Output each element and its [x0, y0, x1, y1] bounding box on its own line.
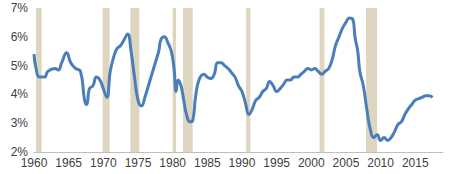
svg-text:1990: 1990: [229, 156, 256, 170]
svg-text:1975: 1975: [125, 156, 152, 170]
svg-text:5%: 5%: [11, 59, 29, 73]
svg-text:1985: 1985: [194, 156, 221, 170]
svg-text:7%: 7%: [11, 1, 29, 15]
svg-text:1980: 1980: [159, 156, 186, 170]
svg-text:2%: 2%: [10, 145, 28, 159]
svg-text:4%: 4%: [11, 87, 29, 101]
svg-text:1970: 1970: [90, 156, 117, 170]
svg-text:1960: 1960: [21, 156, 48, 170]
svg-text:6%: 6%: [11, 30, 29, 44]
svg-text:1995: 1995: [263, 156, 290, 170]
svg-text:2005: 2005: [333, 156, 360, 170]
svg-text:2000: 2000: [298, 156, 325, 170]
svg-text:3%: 3%: [11, 116, 29, 130]
svg-text:2010: 2010: [367, 156, 394, 170]
svg-text:1965: 1965: [55, 156, 82, 170]
svg-text:2015: 2015: [402, 156, 429, 170]
